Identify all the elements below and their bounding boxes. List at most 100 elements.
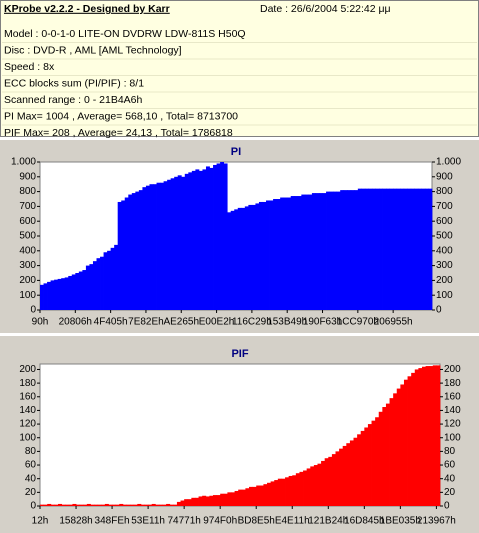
bar bbox=[195, 169, 200, 310]
bar bbox=[244, 206, 249, 310]
bar bbox=[311, 193, 316, 310]
bar bbox=[414, 188, 419, 310]
bar bbox=[245, 488, 250, 506]
y-tick-label: 180 bbox=[19, 378, 36, 389]
y-tick-label: 500 bbox=[19, 231, 36, 242]
bar bbox=[191, 497, 196, 506]
bar bbox=[393, 188, 398, 310]
bar bbox=[137, 503, 142, 506]
bar bbox=[50, 280, 55, 310]
bar bbox=[350, 190, 355, 310]
bar bbox=[234, 490, 239, 506]
bar bbox=[61, 504, 66, 506]
bar bbox=[92, 261, 97, 310]
bar bbox=[357, 434, 362, 506]
y2-tick-label: 200 bbox=[436, 275, 453, 286]
bar bbox=[414, 369, 419, 506]
bar bbox=[425, 366, 430, 506]
bar bbox=[417, 188, 422, 310]
bar bbox=[266, 200, 270, 310]
bar bbox=[100, 256, 104, 310]
bar bbox=[202, 169, 207, 310]
bar bbox=[205, 496, 210, 506]
x-tick-label: 20806h bbox=[59, 317, 92, 328]
bar bbox=[160, 182, 165, 310]
x-tick-label: 90h bbox=[32, 317, 49, 328]
bar bbox=[303, 470, 308, 506]
bar bbox=[328, 456, 333, 506]
bar bbox=[126, 504, 131, 506]
bar bbox=[400, 384, 405, 506]
bar bbox=[371, 420, 376, 506]
x-tick-label: 116C29h bbox=[232, 317, 272, 328]
bar bbox=[267, 482, 272, 506]
bar bbox=[83, 504, 88, 506]
bar bbox=[347, 190, 352, 310]
x-tick-label: 974F0h bbox=[203, 516, 237, 527]
bar bbox=[349, 440, 354, 506]
bar bbox=[273, 199, 278, 310]
bar bbox=[174, 176, 179, 310]
bar bbox=[119, 503, 124, 506]
bar bbox=[432, 365, 437, 506]
x-tick-label: 74771h bbox=[167, 516, 200, 527]
bar bbox=[424, 188, 429, 310]
bar bbox=[237, 207, 242, 310]
bar bbox=[181, 176, 186, 310]
bar bbox=[403, 188, 408, 310]
bar bbox=[216, 163, 221, 310]
bar bbox=[115, 504, 120, 506]
bar bbox=[375, 188, 380, 310]
y-tick-label: 300 bbox=[19, 260, 36, 271]
y2-tick-label: 180 bbox=[444, 378, 461, 389]
bar bbox=[269, 200, 274, 310]
bar bbox=[318, 193, 323, 310]
bar bbox=[156, 182, 161, 310]
bar bbox=[104, 503, 109, 506]
bar bbox=[378, 411, 383, 506]
bar bbox=[142, 187, 147, 310]
bar bbox=[274, 480, 279, 506]
y2-tick-label: 160 bbox=[444, 391, 461, 402]
bar bbox=[230, 210, 235, 310]
bar bbox=[50, 504, 55, 506]
y-tick-label: 600 bbox=[19, 216, 36, 227]
bar bbox=[429, 366, 434, 506]
x-tick-label: 190F63h bbox=[303, 317, 342, 328]
bar bbox=[418, 368, 423, 506]
y-tick-label: 20 bbox=[25, 487, 37, 498]
y-tick-label: 0 bbox=[30, 305, 36, 316]
bar bbox=[301, 194, 306, 310]
bar bbox=[400, 188, 405, 310]
bar bbox=[167, 179, 172, 310]
x-tick-label: 15828h bbox=[59, 516, 92, 527]
bar bbox=[333, 191, 338, 310]
bar bbox=[61, 278, 66, 310]
bar bbox=[403, 379, 408, 506]
bar bbox=[361, 188, 366, 310]
bar bbox=[230, 492, 235, 506]
x-tick-label: 1CC970h bbox=[337, 317, 379, 328]
bar bbox=[276, 199, 281, 310]
bar bbox=[220, 162, 225, 310]
bar bbox=[54, 279, 59, 310]
bar bbox=[149, 184, 154, 310]
bar bbox=[379, 188, 383, 310]
bar bbox=[277, 478, 282, 506]
bar bbox=[306, 468, 311, 506]
bar bbox=[205, 166, 210, 310]
y2-tick-label: 100 bbox=[436, 290, 453, 301]
bar bbox=[173, 504, 178, 506]
header-line: ECC blocks sum (PI/PIF) : 8/1 bbox=[4, 77, 144, 89]
bar bbox=[40, 284, 44, 310]
bar bbox=[259, 485, 264, 506]
y-tick-label: 0 bbox=[30, 501, 36, 512]
bar bbox=[138, 190, 143, 310]
bar bbox=[170, 178, 175, 310]
y-tick-label: 60 bbox=[25, 460, 37, 471]
bar bbox=[155, 504, 160, 506]
y2-tick-label: 500 bbox=[436, 231, 453, 242]
bar bbox=[248, 204, 253, 310]
bar bbox=[324, 458, 329, 506]
chart-title: PIF bbox=[231, 348, 248, 360]
